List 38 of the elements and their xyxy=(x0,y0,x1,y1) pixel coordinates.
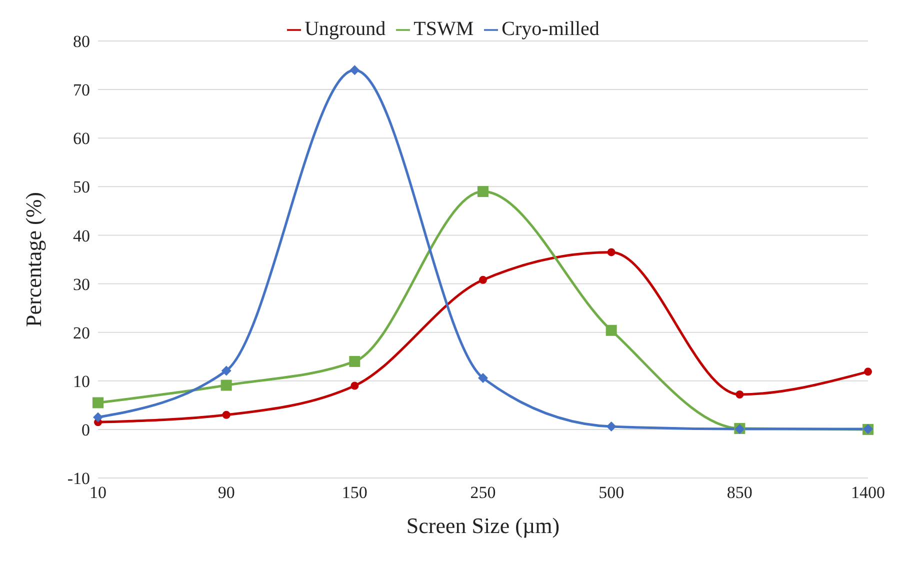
legend-label: Unground xyxy=(304,18,386,40)
legend-label: Cryo-milled xyxy=(502,18,600,40)
point xyxy=(93,412,103,422)
y-tick-label: 60 xyxy=(73,129,90,148)
y-tick-label: 50 xyxy=(73,178,90,197)
point xyxy=(220,380,232,391)
x-tick-label: 850 xyxy=(726,483,752,502)
point xyxy=(479,276,487,284)
point xyxy=(221,366,232,376)
y-tick-label: 20 xyxy=(73,323,90,342)
y-axis-title: Percentage (%) xyxy=(20,192,46,327)
x-tick-label: 90 xyxy=(218,483,235,502)
x-axis-title: Screen Size (µm) xyxy=(406,513,560,538)
x-tick-label: 1400 xyxy=(851,483,885,502)
y-tick-label: 10 xyxy=(73,372,90,391)
y-tick-label: 30 xyxy=(73,274,90,294)
x-tick-label: 250 xyxy=(470,483,496,502)
y-tick-label: 70 xyxy=(73,80,90,100)
x-tick-label: 10 xyxy=(90,483,106,502)
point xyxy=(606,422,616,432)
point xyxy=(478,186,488,198)
point xyxy=(222,410,230,419)
y-tick-label: 80 xyxy=(73,32,90,52)
point xyxy=(864,368,872,376)
x-tick-label: 150 xyxy=(342,483,368,502)
y-tick-label: -10 xyxy=(67,469,90,488)
y-tick-label: 0 xyxy=(82,420,90,440)
y-tick-label: 40 xyxy=(73,226,90,246)
point xyxy=(92,397,104,408)
point xyxy=(350,65,360,76)
legend-label: TSWM xyxy=(414,18,474,40)
point xyxy=(607,248,616,256)
point xyxy=(350,382,359,390)
x-tick-label: 500 xyxy=(598,483,624,502)
point xyxy=(478,372,488,383)
point xyxy=(606,324,617,336)
point xyxy=(349,356,360,367)
point xyxy=(736,390,744,398)
